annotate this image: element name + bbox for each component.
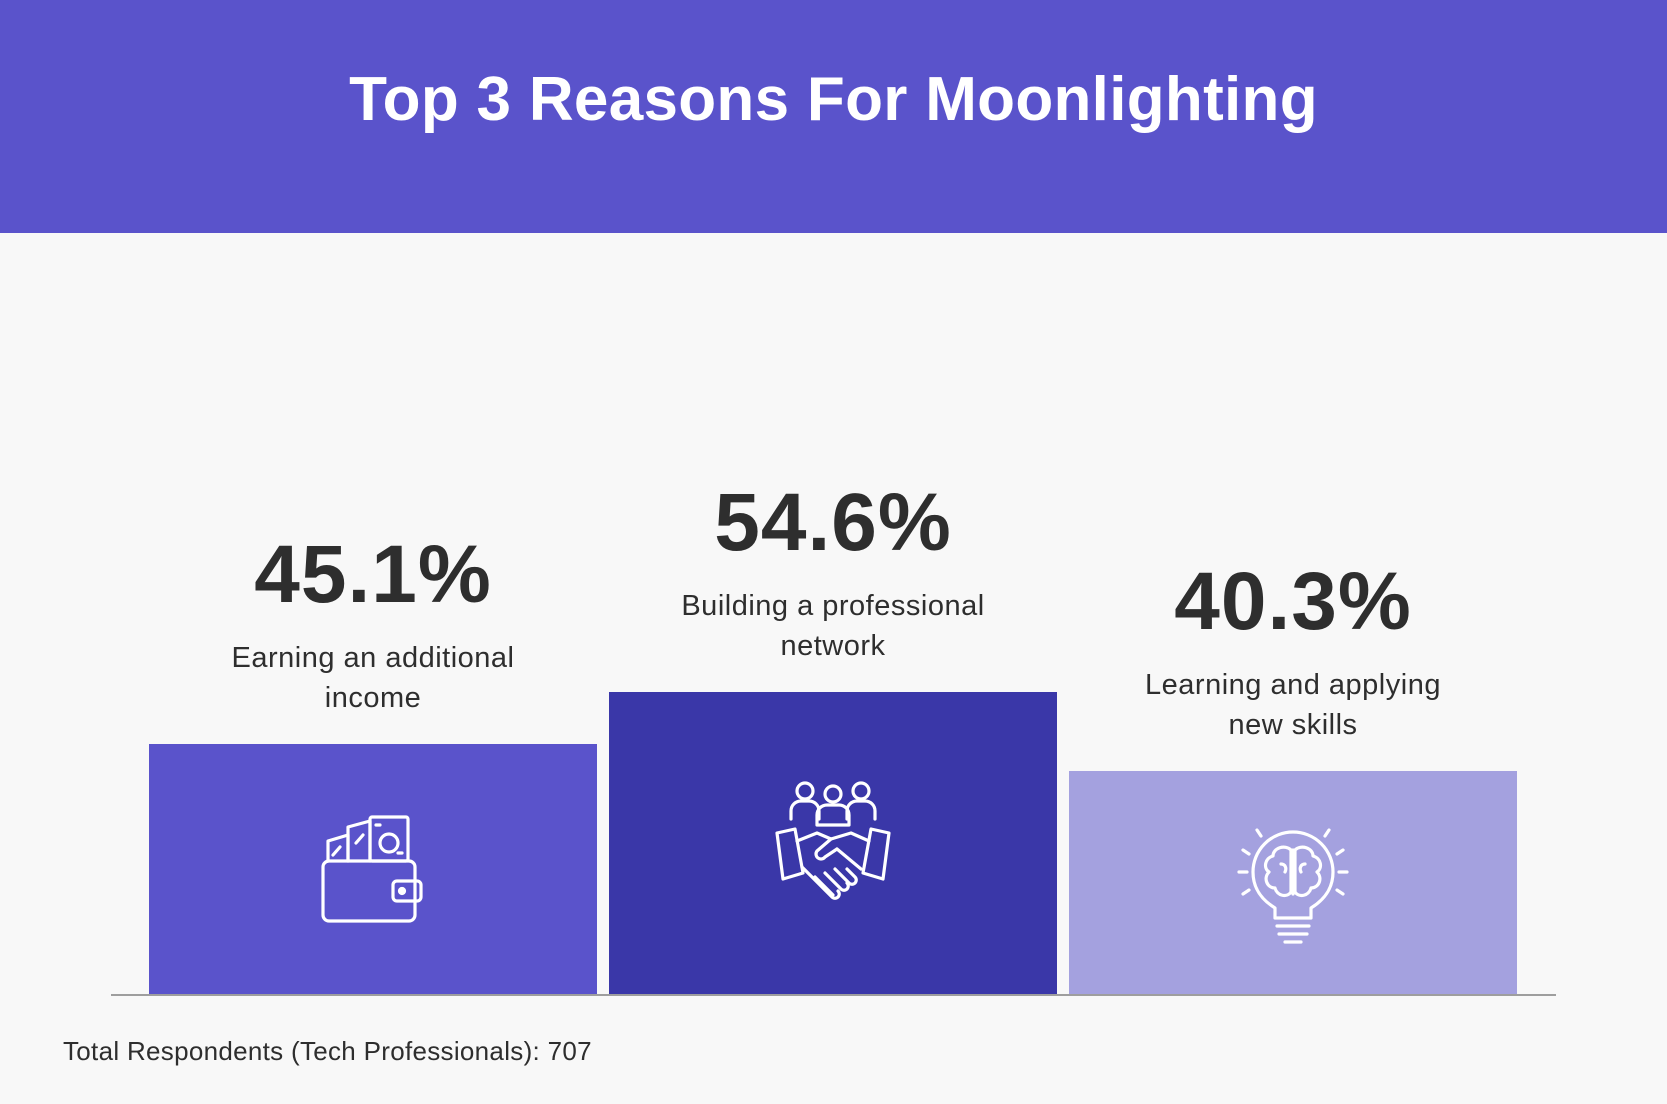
category-label: Building a professional network [681,590,985,662]
data-label-value: 54.6% [714,477,952,568]
lightbulb-brain-icon [1237,827,1349,944]
category-label: Learning and applying new skills [1145,669,1441,741]
category-label: Earning an additional income [231,642,515,714]
data-label-value: 40.3% [1174,556,1412,647]
bar-learning-skills [1069,771,1517,994]
bar-earning-income [149,744,597,994]
label-professional-network: 54.6% Building a professional network [609,482,1057,666]
data-label-value: 45.1% [254,529,492,620]
page-title: Top 3 Reasons For Moonlighting [349,65,1318,134]
wallet-money-icon [321,815,423,923]
header-banner: Top 3 Reasons For Moonlighting [0,0,1667,233]
label-learning-skills: 40.3% Learning and applying new skills [1069,561,1517,745]
x-axis-baseline [111,994,1556,996]
label-earning-income: 45.1% Earning an additional income [149,534,597,718]
respondents-footnote: Total Respondents (Tech Professionals): … [63,1036,592,1066]
bar-professional-network [609,692,1057,994]
team-handshake-icon [775,781,891,900]
